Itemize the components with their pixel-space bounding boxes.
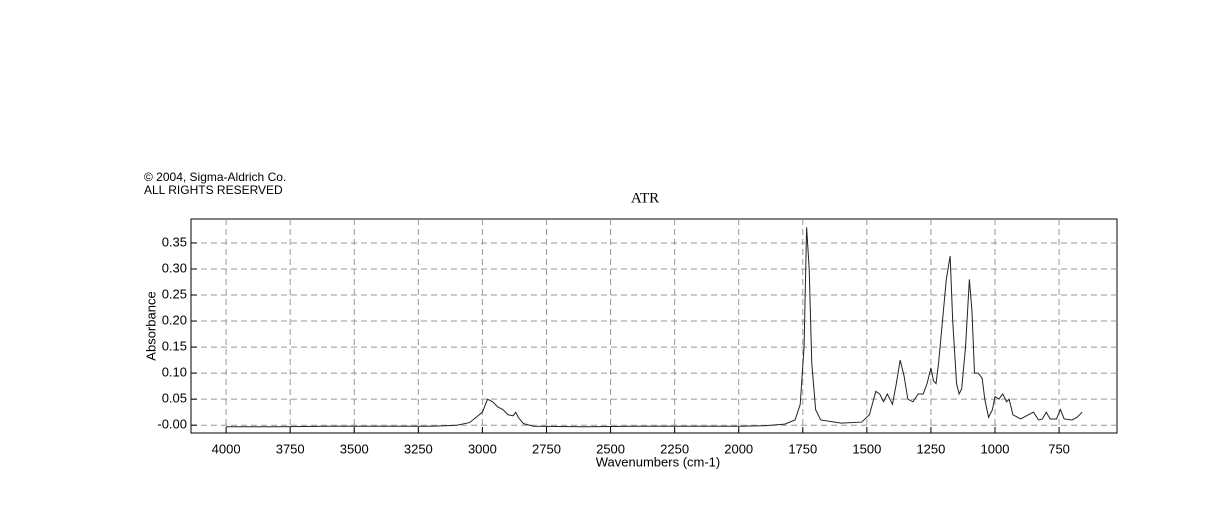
y-tick-label: 0.20	[162, 312, 187, 327]
spectrum-line	[226, 227, 1083, 428]
y-tick-label: 0.35	[162, 234, 187, 249]
y-tick-label: 0.15	[162, 339, 187, 354]
y-tick-label: -0.00	[157, 417, 187, 432]
y-tick-label: 0.30	[162, 260, 187, 275]
x-axis-label: Wavenumbers (cm-1)	[596, 454, 720, 469]
x-tick-label: 2250	[660, 441, 689, 456]
copyright: © 2004, Sigma-Aldrich Co.	[144, 170, 286, 184]
x-tick-label: 3750	[276, 441, 305, 456]
y-tick-label: 0.25	[162, 286, 187, 301]
x-tick-label: 750	[1048, 441, 1070, 456]
x-tick-label: 2500	[596, 441, 625, 456]
x-tick-label: 1250	[916, 441, 945, 456]
x-tick-label: 1750	[788, 441, 817, 456]
x-tick-label: 3250	[404, 441, 433, 456]
x-tick-label: 4000	[212, 441, 241, 456]
y-axis-label: Absorbance	[143, 291, 158, 360]
y-tick-label: 0.05	[162, 391, 187, 406]
chart-title: ATR	[631, 190, 659, 206]
x-tick-label: 3500	[340, 441, 369, 456]
rights: ALL RIGHTS RESERVED	[144, 183, 283, 197]
x-tick-label: 3000	[468, 441, 497, 456]
x-tick-label: 1000	[981, 441, 1010, 456]
x-tick-label: 2750	[532, 441, 561, 456]
x-tick-label: 1500	[852, 441, 881, 456]
y-tick-label: 0.10	[162, 365, 187, 380]
plot-frame	[190, 218, 1118, 434]
x-tick-label: 2000	[724, 441, 753, 456]
